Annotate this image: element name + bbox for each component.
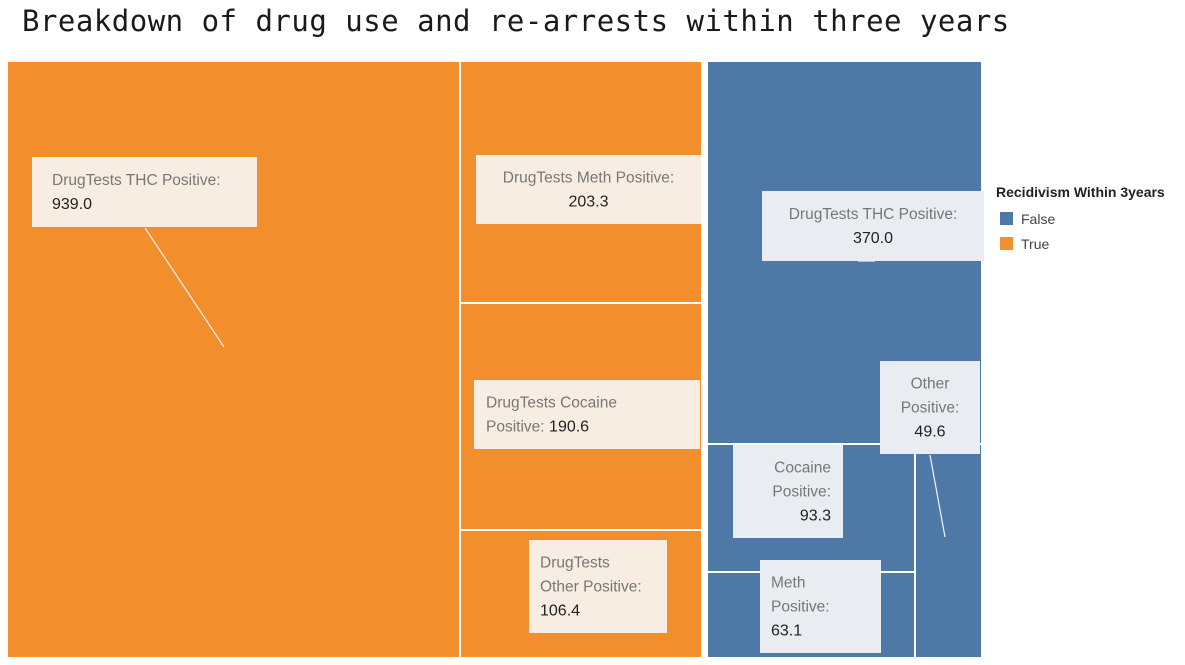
tile-label-line: DrugTests THC Positive: — [52, 172, 221, 189]
legend-title: Recidivism Within 3years — [996, 184, 1165, 200]
tile-label-box — [474, 380, 700, 449]
tile-label-line: Other Positive: — [540, 579, 642, 596]
tile-label-box — [760, 560, 881, 653]
tile-label-box — [733, 445, 843, 538]
tile-label-line: Cocaine — [774, 460, 831, 477]
tile-label-line: Positive: — [901, 400, 960, 417]
tile-label-box — [529, 540, 667, 633]
legend-swatch-false — [1000, 212, 1013, 225]
tile-label-line: Positive: 190.6 — [486, 419, 589, 436]
tile-label-line: DrugTests Cocaine — [486, 395, 617, 412]
treemap-tile-false-1[interactable] — [914, 443, 983, 659]
tile-label-line: Other — [911, 376, 950, 393]
tile-label-box — [32, 157, 257, 227]
tile-value: 63.1 — [771, 623, 802, 640]
chart-title: Breakdown of drug use and re-arrests wit… — [22, 4, 1010, 38]
legend-item-true[interactable]: True — [996, 231, 1165, 256]
tile-label-line: DrugTests Meth Positive: — [503, 170, 674, 187]
tile-label-line: Positive: — [771, 599, 830, 616]
tile-label-line: DrugTests THC Positive: — [789, 206, 958, 223]
tile-label-line: Meth — [771, 575, 805, 592]
tile-value: 49.6 — [914, 424, 945, 441]
legend-label-false: False — [1021, 210, 1056, 227]
tile-label-line: DrugTests — [540, 555, 610, 572]
tile-value: 93.3 — [800, 508, 831, 525]
label-leader-line — [929, 454, 946, 538]
legend-item-false[interactable]: False — [996, 206, 1165, 231]
tile-value: 106.4 — [540, 603, 580, 620]
tile-value: 939.0 — [52, 196, 92, 213]
legend-label-true: True — [1021, 235, 1050, 252]
treemap-tile-true-0[interactable] — [6, 60, 461, 659]
tile-value: 203.3 — [568, 194, 608, 211]
legend-swatch-true — [1000, 237, 1013, 250]
label-leader-line — [144, 227, 225, 348]
legend: Recidivism Within 3years False True — [996, 184, 1165, 256]
tile-label-box — [880, 361, 980, 454]
tile-label-box — [762, 191, 984, 261]
tile-label-box — [476, 155, 701, 224]
tile-label-line: Positive: — [772, 484, 831, 501]
tile-value: 370.0 — [853, 230, 893, 247]
